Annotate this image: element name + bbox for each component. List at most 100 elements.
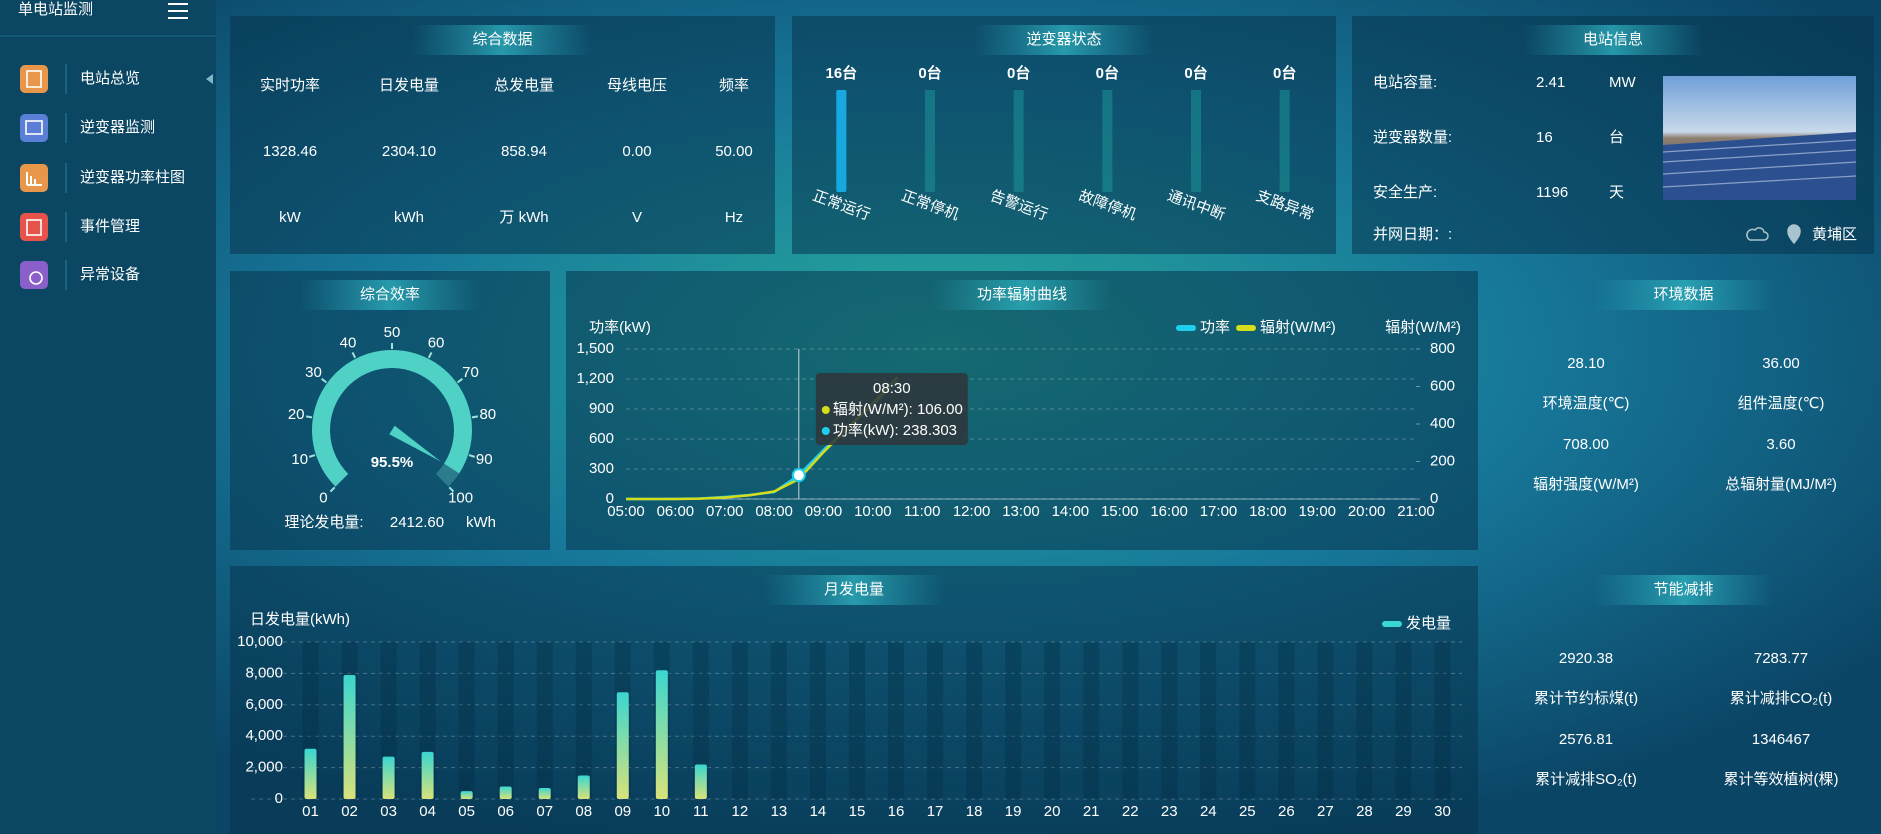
cloud-icon[interactable] — [1746, 227, 1769, 241]
icon-glyph — [29, 271, 43, 285]
x-tick-label: 11 — [693, 803, 709, 820]
x-tick-label: 12 — [732, 803, 749, 820]
gauge-tick — [448, 486, 455, 493]
info-unit: 天 — [1609, 184, 1624, 201]
bar-track — [458, 642, 475, 799]
y2-tick-label: 800 — [1430, 340, 1455, 357]
bar-track — [925, 90, 935, 192]
x-tick-label: 12:00 — [953, 503, 991, 520]
info-label: 逆变器数量: — [1373, 129, 1452, 146]
metric-value: 36.00 — [1762, 355, 1800, 372]
bar-track — [848, 642, 865, 799]
x-tick-label: 02 — [341, 803, 358, 820]
active-indicator — [206, 74, 213, 84]
legend-label: 发电量 — [1406, 615, 1451, 632]
y-axis-label: 日发电量(kWh) — [250, 611, 350, 628]
icon[interactable] — [20, 114, 48, 142]
bar-track — [1161, 642, 1178, 799]
menu-item[interactable]: 逆变器功率柱图 — [80, 169, 185, 186]
tooltip — [815, 373, 968, 445]
icon[interactable] — [20, 261, 48, 289]
bar-track — [1278, 642, 1295, 799]
value-label: 0台 — [918, 64, 941, 82]
panel-title: 月发电量 — [824, 581, 884, 598]
metric-unit: kWh — [394, 209, 424, 226]
metric-value: 2304.10 — [382, 143, 436, 160]
y-tick-label: 2,000 — [245, 759, 283, 776]
legend-swatch — [1176, 325, 1196, 331]
y-tick-label: 600 — [589, 430, 614, 447]
gauge-tick — [456, 378, 463, 384]
icon-glyph — [26, 70, 42, 88]
x-tick-label: 10:00 — [854, 503, 892, 520]
gauge-tick — [468, 454, 476, 458]
metric-label: 组件温度(℃) — [1738, 395, 1825, 412]
x-tick-label: 06 — [497, 803, 514, 820]
tooltip-item: 辐射(W/M²): 106.00 — [833, 401, 963, 418]
menu-item[interactable]: 事件管理 — [80, 218, 140, 235]
gauge-tick-label: 0 — [319, 490, 327, 507]
metric-value: 0.00 — [622, 143, 651, 160]
value-label: 0台 — [1184, 64, 1207, 82]
theory-value: 2412.60 — [390, 514, 444, 531]
gauge-tick-label: 100 — [448, 490, 473, 507]
x-tick-label: 15:00 — [1101, 503, 1139, 520]
x-tick-label: 05:00 — [607, 503, 645, 520]
panel-title: 电站信息 — [1583, 31, 1643, 48]
bar — [499, 786, 512, 799]
y2-tick-label: 400 — [1430, 415, 1455, 432]
menu-item[interactable]: 电站总览 — [80, 70, 140, 87]
metric-value: 2920.38 — [1559, 650, 1613, 667]
bar-track — [888, 642, 905, 799]
menu-icons — [20, 64, 213, 290]
gauge-tick-label: 90 — [476, 451, 493, 468]
bar — [304, 748, 317, 799]
icon[interactable] — [20, 213, 48, 241]
y-tick-label: 900 — [589, 400, 614, 417]
gauge-tick-label: 10 — [291, 451, 308, 468]
gauge-tick — [471, 415, 479, 419]
info-unit: 台 — [1609, 129, 1624, 146]
icon-glyph — [26, 172, 42, 186]
panel — [230, 16, 775, 254]
x-tick-label: 14 — [810, 803, 827, 820]
metric-label: 累计节约标煤(t) — [1534, 690, 1638, 707]
x-tick-label: 07:00 — [706, 503, 744, 520]
info-unit: MW — [1609, 74, 1636, 91]
icon[interactable] — [20, 164, 48, 192]
y-tick-label: 0 — [275, 790, 283, 807]
info-value: 1196 — [1536, 184, 1568, 201]
bar-track — [1317, 642, 1334, 799]
y-tick-label: 1,200 — [576, 370, 614, 387]
x-tick-label: 18 — [966, 803, 983, 820]
legend-swatch — [1382, 621, 1402, 627]
panel-title-bg — [412, 25, 593, 55]
gauge-needle — [389, 425, 441, 462]
panel — [792, 16, 1336, 254]
bar — [616, 692, 629, 799]
metric-label: 累计减排SO₂(t) — [1535, 771, 1637, 788]
icon[interactable] — [20, 65, 48, 93]
menu-item[interactable]: 异常设备 — [80, 266, 140, 283]
metric-label: 总发电量 — [494, 77, 554, 94]
tooltip-item: 功率(kW): 238.303 — [833, 422, 957, 439]
gauge-tick — [321, 378, 328, 384]
menu-item[interactable]: 逆变器监测 — [80, 119, 155, 136]
y2-tick-label: 600 — [1430, 377, 1455, 394]
panel-title: 综合效率 — [360, 286, 420, 303]
gauge-tick-label: 80 — [479, 406, 496, 423]
x-tick-label: 08 — [575, 803, 592, 820]
panel-title-bg — [974, 25, 1154, 55]
x-tick-label: 09 — [614, 803, 631, 820]
gauge-tick — [427, 352, 433, 359]
bar-track — [1395, 642, 1412, 799]
bar-track — [770, 642, 787, 799]
x-tick-label: 21 — [1083, 803, 1100, 820]
panel-title: 功率辐射曲线 — [977, 286, 1067, 303]
metric-unit: kW — [279, 209, 302, 226]
y2-axis-label: 辐射(W/M²) — [1385, 319, 1461, 336]
x-tick-label: 21:00 — [1397, 503, 1435, 520]
x-tick-label: 19 — [1005, 803, 1022, 820]
menu-button[interactable] — [168, 3, 188, 19]
